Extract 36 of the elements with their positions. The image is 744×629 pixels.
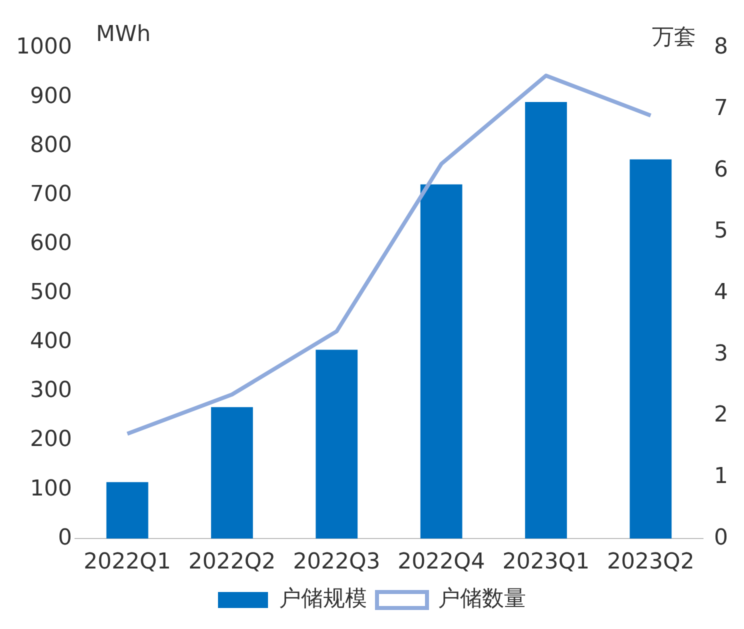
bar (630, 159, 672, 539)
y-tick-label: 400 (30, 329, 72, 354)
y-tick-label: 200 (30, 427, 72, 452)
y-tick-label: 500 (30, 280, 72, 306)
y-tick-label: 900 (30, 84, 72, 109)
y2-tick-label: 0 (714, 525, 728, 550)
y2-tick-label: 2 (714, 402, 728, 428)
x-tick-label: 2023Q2 (607, 550, 694, 575)
y2-axis-title: 万套 (652, 24, 696, 52)
y-tick-label: 100 (30, 476, 72, 502)
y2-tick-label: 5 (714, 218, 728, 244)
bar (316, 350, 358, 539)
y2-tick-label: 8 (714, 34, 728, 60)
x-tick-label: 2022Q3 (293, 550, 380, 575)
y-tick-label: 1000 (16, 34, 72, 60)
y2-tick-label: 4 (714, 280, 728, 306)
y-tick-label: 700 (30, 182, 72, 207)
x-tick-label: 2022Q2 (188, 550, 276, 575)
x-tick-label: 2023Q1 (502, 550, 590, 575)
x-tick-label: 2022Q1 (84, 550, 171, 575)
bar (106, 482, 148, 539)
y2-tick-label: 1 (714, 464, 728, 489)
y-tick-label: 300 (30, 378, 72, 404)
y-axis-title: MWh (96, 22, 151, 47)
bar (525, 102, 567, 539)
y-tick-label: 0 (58, 525, 72, 550)
y2-tick-label: 3 (714, 341, 728, 366)
x-tick-label: 2022Q4 (398, 550, 485, 575)
y2-tick-label: 7 (714, 96, 728, 122)
bar (420, 184, 462, 539)
y-tick-label: 600 (30, 230, 72, 256)
bar (211, 407, 253, 539)
legend-label: 户储规模 (279, 586, 367, 612)
y-tick-label: 800 (30, 132, 72, 158)
y2-tick-label: 6 (714, 157, 728, 182)
legend-label: 户储数量 (438, 586, 526, 612)
